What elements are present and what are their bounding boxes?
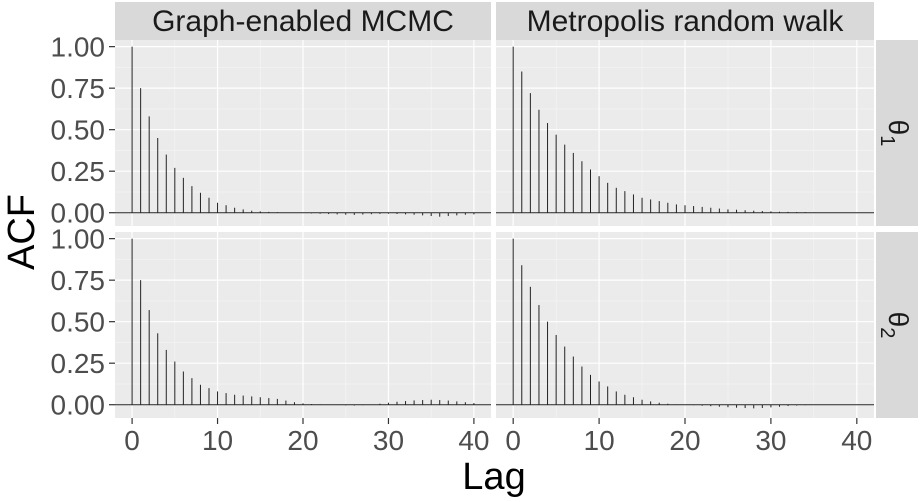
panel-1-2: [496, 40, 874, 226]
column-strip-label: Metropolis random walk: [527, 5, 845, 38]
column-strip: [115, 2, 491, 40]
panel-1-1: [115, 40, 491, 226]
row-strip: [876, 40, 918, 226]
y-axes: 0.000.250.500.751.000.000.250.500.751.00: [51, 32, 115, 421]
row-strip: [876, 232, 918, 418]
y-tick-label: 0.00: [51, 390, 106, 421]
x-tick-label: 40: [458, 425, 489, 456]
y-tick-label: 0.25: [51, 348, 106, 379]
y-axis-title: ACF: [1, 194, 43, 270]
row-strip-label: θ1: [876, 120, 914, 147]
y-tick-label: 1.00: [51, 224, 106, 255]
x-tick-label: 0: [505, 425, 521, 456]
y-tick-label: 0.50: [51, 307, 106, 338]
x-tick-label: 30: [755, 425, 786, 456]
facet-panels: [115, 40, 874, 418]
x-axes: 0 10 20 30 40 0 10 20 30 40: [124, 418, 872, 456]
x-tick-label: 20: [287, 425, 318, 456]
x-tick-label: 0: [124, 425, 140, 456]
y-tick-label: 0.75: [51, 73, 106, 104]
y-tick-label: 0.25: [51, 156, 106, 187]
y-tick-label: 1.00: [51, 32, 106, 63]
column-strip: [496, 2, 874, 40]
y-tick-label: 0.75: [51, 265, 106, 296]
x-tick-label: 10: [584, 425, 615, 456]
x-axis-title: Lag: [462, 456, 525, 498]
x-tick-label: 20: [669, 425, 700, 456]
column-strip-label: Graph-enabled MCMC: [152, 5, 454, 38]
panel-2-1: [115, 232, 491, 418]
x-tick-label: 10: [202, 425, 233, 456]
panel-2-2: [496, 232, 874, 418]
x-tick-label: 40: [841, 425, 872, 456]
row-strip-label: θ2: [876, 312, 914, 339]
y-tick-label: 0.00: [51, 198, 106, 229]
x-tick-label: 30: [373, 425, 404, 456]
facet-strips: Graph-enabled MCMC Metropolis random walk…: [115, 2, 918, 418]
y-tick-label: 0.50: [51, 115, 106, 146]
